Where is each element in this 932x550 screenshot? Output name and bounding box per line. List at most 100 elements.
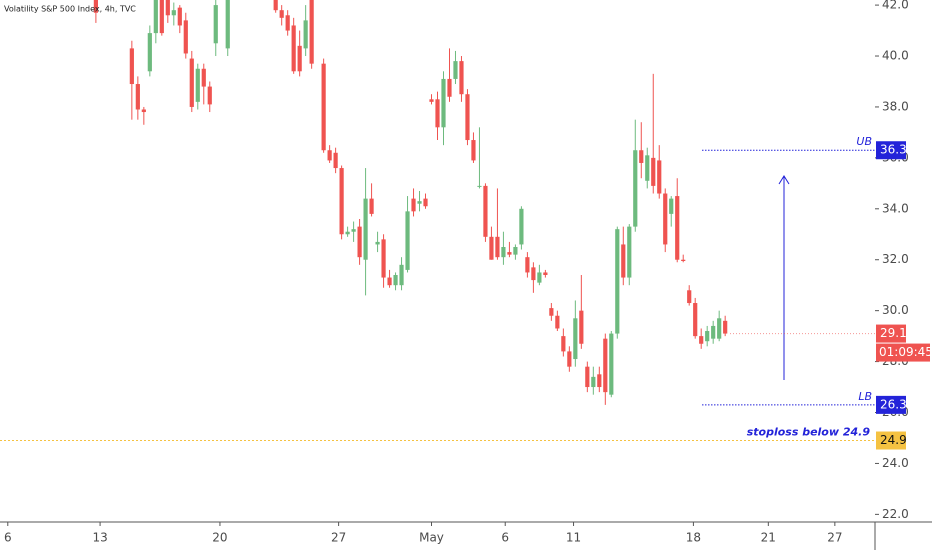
candle-body <box>483 185 488 237</box>
stoploss-label: stoploss below 24.9 <box>747 426 871 439</box>
candle-body <box>381 239 386 278</box>
x-tick-label: 20 <box>212 531 227 545</box>
candle-body <box>621 244 626 278</box>
candle-body <box>555 315 560 329</box>
stoploss-tag <box>876 431 906 450</box>
candle-body <box>303 20 308 49</box>
candle-body <box>153 0 158 34</box>
candle-body <box>627 226 632 278</box>
arrow-head <box>778 175 790 185</box>
candle-body <box>711 325 716 339</box>
candle-body <box>345 231 350 235</box>
candle-body <box>405 211 410 270</box>
candle-body <box>411 198 416 212</box>
candle-body <box>225 0 230 49</box>
y-tick-label: 22.0 <box>882 507 909 521</box>
candle-body <box>177 7 182 26</box>
candle-body <box>705 331 710 342</box>
candle-body <box>693 303 698 337</box>
candle-body <box>423 198 428 207</box>
candle-body <box>471 140 476 161</box>
candle-body <box>189 58 194 107</box>
candle-body <box>135 84 140 110</box>
y-tick-label: 32.0 <box>882 252 909 266</box>
x-tick-label: 21 <box>761 531 776 545</box>
candle-body <box>591 376 596 388</box>
candle-body <box>93 0 98 13</box>
chart-title: Volatility S&P 500 Index, 4h, TVC <box>4 5 136 14</box>
candle-body <box>489 236 494 260</box>
candle-body <box>615 229 620 334</box>
candle-body <box>297 45 302 72</box>
candle-body <box>669 198 674 214</box>
candle-body <box>159 0 164 34</box>
countdown-tag <box>876 343 930 362</box>
candle-body <box>435 99 440 128</box>
candle-body <box>279 10 284 18</box>
last-price-label: 29.1 <box>880 326 907 340</box>
x-tick-label: 6 <box>501 531 509 545</box>
candle-body <box>543 272 548 276</box>
candle-body <box>453 61 458 79</box>
x-tick-label: 11 <box>566 531 581 545</box>
candle-body <box>441 78 446 128</box>
candle-body <box>333 152 338 169</box>
y-tick-label: 42.0 <box>882 0 909 12</box>
candle-body <box>195 68 200 102</box>
candle-body <box>501 246 506 258</box>
y-tick-label: 38.0 <box>882 99 909 113</box>
candle-body <box>597 374 602 388</box>
candle-body <box>459 61 464 95</box>
candle-body <box>183 20 188 54</box>
candle-body <box>573 318 578 360</box>
candle-body <box>207 86 212 105</box>
last-price-tag <box>876 324 906 343</box>
level-label: LB <box>858 390 872 403</box>
stoploss-tag-label: 24.9 <box>880 433 907 447</box>
candle-body <box>321 63 326 151</box>
plot-area <box>93 0 728 405</box>
candle-body <box>363 198 368 260</box>
candle-body <box>519 208 524 245</box>
candle-body <box>585 366 590 388</box>
candle-body <box>579 310 584 344</box>
y-tick-label: 34.0 <box>882 201 909 215</box>
candle-body <box>477 185 482 187</box>
x-tick-label: 27 <box>331 531 346 545</box>
x-tick-label: 13 <box>92 531 107 545</box>
candle-body <box>537 272 542 283</box>
x-tick-label: 6 <box>4 531 12 545</box>
candle-body <box>309 0 314 64</box>
candle-body <box>351 229 356 232</box>
candle-body <box>129 48 134 85</box>
candle-body <box>717 318 722 339</box>
candle-body <box>603 338 608 393</box>
level-label: UB <box>856 135 872 148</box>
candle-body <box>651 157 656 186</box>
candle-body <box>285 15 290 31</box>
candle-body <box>147 33 152 72</box>
x-tick-label: 27 <box>827 531 842 545</box>
candle-body <box>369 198 374 214</box>
level-tag-label: 26.3 <box>880 397 907 411</box>
candle-body <box>291 25 296 72</box>
level-tag <box>876 395 906 414</box>
candle-body <box>633 150 638 227</box>
candle-body <box>645 155 650 181</box>
candle-body <box>339 168 344 235</box>
candle-body <box>393 275 398 286</box>
candle-body <box>495 236 500 258</box>
candle-body <box>357 226 362 258</box>
candle-body <box>723 320 728 334</box>
candle-body <box>657 160 662 194</box>
candle-body <box>567 351 572 367</box>
x-tick-label: 18 <box>686 531 701 545</box>
candle-body <box>327 150 332 161</box>
level-tag <box>876 141 906 160</box>
candle-body <box>531 267 536 281</box>
candle-body <box>201 68 206 87</box>
candle-body <box>609 333 614 395</box>
y-tick-label: 24.0 <box>882 456 909 470</box>
